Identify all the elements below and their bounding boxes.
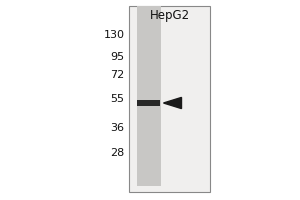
Polygon shape <box>164 97 181 109</box>
Bar <box>136 6 160 186</box>
Text: HepG2: HepG2 <box>149 9 190 22</box>
Text: 130: 130 <box>103 30 124 40</box>
Text: 72: 72 <box>110 70 124 80</box>
Text: 55: 55 <box>110 94 124 104</box>
Text: 36: 36 <box>110 123 124 133</box>
Bar <box>129 6 210 192</box>
Bar <box>137 100 160 106</box>
Text: 28: 28 <box>110 148 124 158</box>
Text: 95: 95 <box>110 52 124 62</box>
